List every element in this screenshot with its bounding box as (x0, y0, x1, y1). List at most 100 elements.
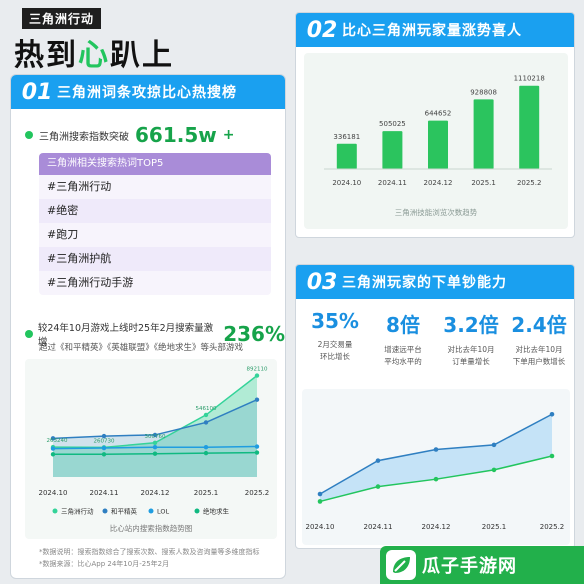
data-point (549, 411, 555, 417)
data-point (433, 476, 439, 482)
data-label: 260730 (94, 438, 115, 444)
stat-value: 2.4倍 (511, 313, 567, 337)
brand-title-accent: 心 (78, 38, 110, 73)
legend-marker (52, 508, 58, 514)
bullet-icon (25, 131, 33, 139)
stat-desc-line: 对比去年10月 (447, 345, 495, 354)
legend-marker (194, 508, 200, 514)
chart-caption: 三角洲技能浏览次数趋势 (395, 207, 478, 217)
stat-desc-line: 平均水平的 (384, 357, 422, 366)
data-point (317, 491, 323, 497)
views-bar-svg: 336181 2024.10 505025 2024.11 644652 2024.12 9… (324, 75, 552, 217)
stat-card: 2.4倍 对比去年10月 下单用户数增长 (508, 309, 570, 368)
data-point (152, 451, 158, 456)
brand-title-post: 趴上 (110, 38, 174, 73)
bar-value-label: 644652 (425, 110, 452, 118)
orders-trend-svg: 2024.10 2024.11 2024.12 2025.1 2025.2 (306, 411, 564, 531)
legend-marker (148, 508, 154, 514)
x-tick-label: 2024.11 (364, 523, 393, 531)
data-point (101, 452, 107, 457)
data-source: *数据来源：比心App 24年10月-25年2月 (39, 560, 170, 568)
search-index-value: 661.5w (135, 123, 217, 147)
panel-title: 三角洲词条攻掠比心热搜榜 (57, 85, 237, 101)
legend-label: 和平精英 (111, 507, 138, 516)
stats-row: 35% 2月交易量 环比增长 8倍 增速远平台 平均水平的 3.2倍 对比去年10月… (302, 309, 570, 389)
data-point (50, 452, 56, 457)
data-point (101, 433, 107, 439)
growth-line: 较24年10月游戏上线时25年2月搜索量激增 236% (25, 320, 285, 348)
stat-value: 8倍 (386, 313, 420, 337)
search-panel: 01 三角洲词条攻掠比心热搜榜 三角洲搜索指数突破 661.5w + 三角洲相关搜… (10, 74, 286, 579)
players-panel: 02 比心三角洲玩家量涨势喜人 336181 2024.10 505025 2024.… (295, 12, 575, 238)
orders-panel: 03 三角洲玩家的下单钞能力 35% 2月交易量 环比增长 8倍 增速远平台 平均水… (295, 264, 575, 549)
hot-word-item: #绝密 (39, 199, 271, 223)
panel-number: 02 (306, 17, 338, 43)
players-panel-header: 02 比心三角洲玩家量涨势喜人 (296, 13, 574, 47)
panel-title: 比心三角洲玩家量涨势喜人 (342, 23, 522, 39)
data-label: 546100 (196, 406, 217, 412)
stat-desc-line: 订单量增长 (452, 357, 490, 366)
x-tick-label: 2025.1 (471, 179, 496, 187)
data-point (152, 445, 158, 450)
stat-desc: 增速远平台 平均水平的 (372, 344, 434, 368)
stat-value: 35% (311, 309, 359, 333)
legend-label: 三角洲行动 (61, 507, 94, 516)
series-area (320, 414, 552, 502)
bar-value-label: 336181 (333, 133, 360, 141)
x-tick-label: 2024.10 (39, 489, 68, 497)
brand-tag: 三角洲行动 (22, 8, 102, 29)
brand-title: 热到心趴上 (14, 30, 174, 74)
search-index-line: 三角洲搜索指数突破 661.5w + (25, 123, 234, 147)
stat-card: 35% 2月交易量 环比增长 (304, 309, 366, 363)
site-logo[interactable]: 瓜子手游网 (380, 546, 584, 584)
data-point (254, 397, 260, 402)
search-panel-header: 01 三角洲词条攻掠比心热搜榜 (11, 75, 285, 109)
brand-title-pre: 热到 (14, 38, 78, 73)
data-point (549, 453, 555, 459)
bar (428, 120, 448, 169)
legend-label: 绝地求生 (203, 507, 230, 516)
panel-number: 03 (306, 269, 338, 295)
data-point (254, 444, 260, 449)
stat-desc: 对比去年10月 订单量增长 (440, 344, 502, 368)
data-label: 892110 (247, 367, 268, 373)
leaf-logo-icon (386, 550, 416, 580)
hot-word-item: #三角洲行动 (39, 175, 271, 199)
search-trend-svg: 263240 260730 300760 546100 892110 2024.10 202… (39, 367, 270, 533)
stat-desc-line: 对比去年10月 (515, 345, 563, 354)
data-point (375, 484, 381, 489)
search-index-sup: + (222, 127, 235, 143)
views-bar-chart: 336181 2024.10 505025 2024.11 644652 2024.12 9… (304, 53, 568, 229)
growth-label: 较24年10月游戏上线时25年2月搜索量激增 (37, 323, 214, 348)
growth-subtitle: 超过《和平精英》《英雄联盟》《绝地求生》等头部游戏 (39, 343, 244, 353)
x-tick-label: 2024.12 (424, 179, 453, 187)
data-point (50, 436, 56, 441)
x-tick-label: 2024.12 (141, 489, 170, 497)
stat-desc: 2月交易量 环比增长 (304, 339, 366, 363)
bar-value-label: 1110218 (514, 75, 545, 83)
hot-words-title: 三角洲相关搜索热词TOP5 (39, 153, 271, 175)
hot-word-item: #三角洲行动手游 (39, 271, 271, 295)
x-tick-label: 2024.12 (422, 523, 451, 531)
legend-marker (102, 508, 108, 514)
search-index-label: 三角洲搜索指数突破 (39, 131, 129, 143)
data-point (203, 450, 209, 456)
hot-word-item: #三角洲护航 (39, 247, 271, 271)
stat-value: 3.2倍 (443, 313, 499, 337)
x-tick-label: 2025.1 (482, 523, 507, 531)
data-point (203, 412, 209, 418)
stat-desc: 对比去年10月 下单用户数增长 (508, 344, 570, 368)
data-point (254, 450, 260, 455)
legend-label: LOL (157, 508, 170, 516)
orders-panel-header: 03 三角洲玩家的下单钞能力 (296, 265, 574, 299)
x-tick-label: 2024.11 (378, 179, 407, 187)
hot-words-box: 三角洲相关搜索热词TOP5 #三角洲行动 #绝密 #跑刀 #三角洲护航 #三角洲… (39, 153, 271, 295)
stat-desc-line: 2月交易量 (317, 340, 353, 349)
stat-card: 3.2倍 对比去年10月 订单量增长 (440, 309, 502, 368)
x-tick-label: 2024.11 (90, 489, 119, 497)
data-point (375, 458, 381, 463)
panel-title: 三角洲玩家的下单钞能力 (342, 275, 507, 291)
bar (519, 85, 540, 169)
data-point (203, 420, 209, 425)
logo-text: 瓜子手游网 (422, 556, 517, 577)
